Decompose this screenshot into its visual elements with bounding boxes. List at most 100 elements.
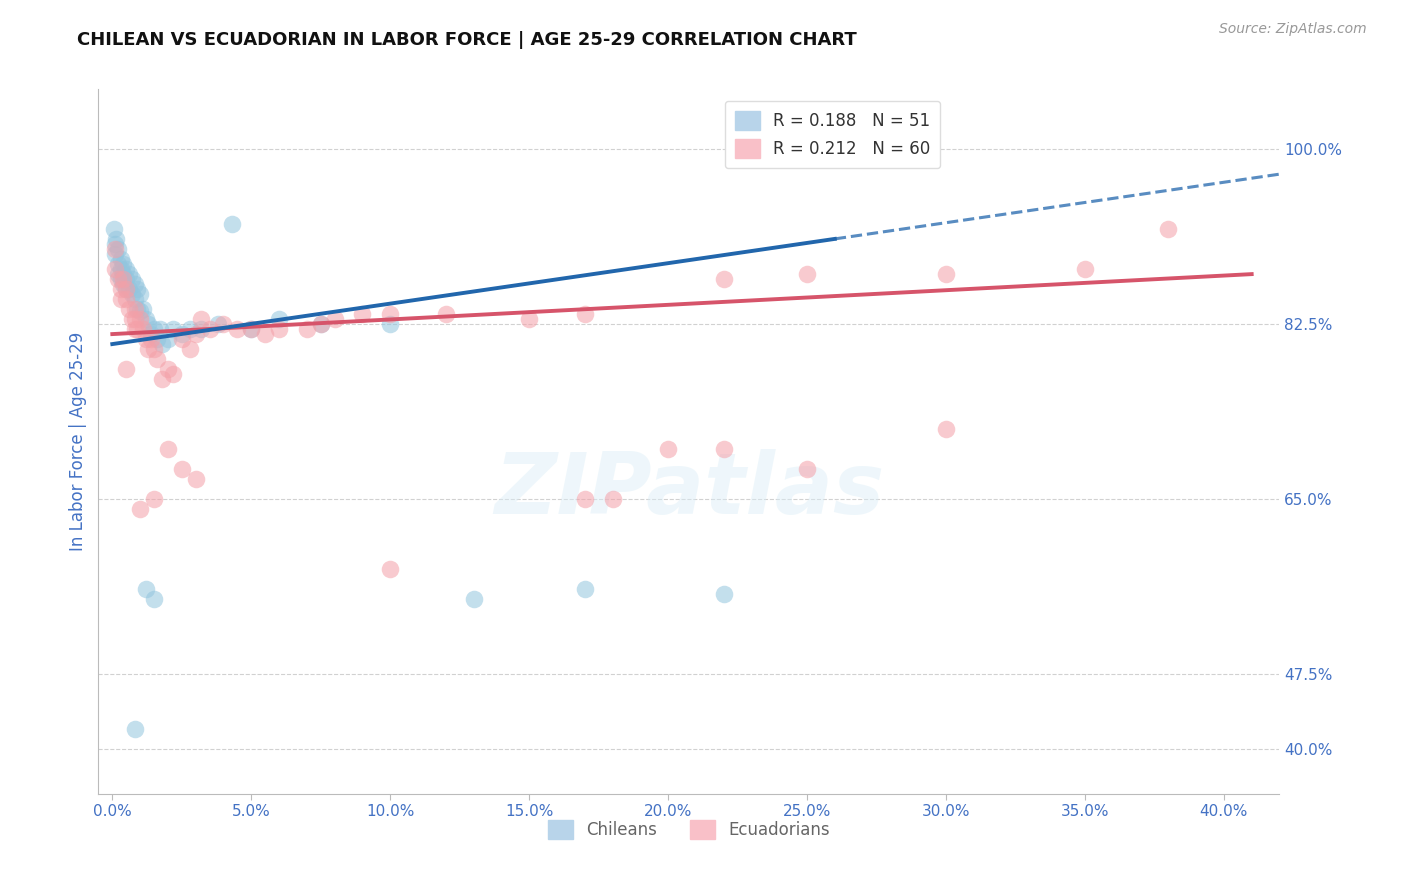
Point (135, 332, 157, 346)
Point (118, 267, 141, 281)
Point (156, 442, 179, 456)
Point (124, 277, 146, 292)
Point (713, 272, 735, 286)
Point (295, 322, 318, 336)
Point (170, 332, 193, 346)
Point (602, 491, 624, 506)
Y-axis label: In Labor Force | Age 25-29: In Labor Force | Age 25-29 (69, 332, 87, 551)
Point (118, 302, 141, 317)
Point (107, 272, 129, 286)
Point (170, 462, 193, 476)
Point (240, 322, 263, 336)
Point (162, 322, 184, 336)
Point (323, 312, 346, 326)
Point (104, 242, 127, 256)
Point (146, 352, 169, 367)
Point (198, 322, 221, 336)
Point (240, 322, 263, 336)
Point (434, 307, 457, 321)
Text: Source: ZipAtlas.com: Source: ZipAtlas.com (1219, 22, 1367, 37)
Point (574, 582, 596, 596)
Point (127, 302, 149, 317)
Point (463, 591, 485, 606)
Point (107, 267, 129, 281)
Point (107, 257, 129, 271)
Point (143, 342, 166, 356)
Point (115, 262, 138, 277)
Point (115, 362, 138, 376)
Point (1074, 262, 1097, 277)
Point (110, 292, 132, 306)
Point (110, 272, 132, 286)
Point (574, 491, 596, 506)
Point (124, 322, 146, 336)
Point (146, 332, 169, 346)
Point (129, 287, 152, 301)
Point (179, 322, 201, 336)
Point (935, 267, 957, 281)
Point (380, 317, 402, 331)
Point (212, 317, 235, 331)
Point (190, 322, 212, 336)
Point (124, 302, 146, 317)
Point (104, 247, 127, 261)
Point (124, 292, 146, 306)
Point (135, 582, 157, 596)
Point (517, 312, 540, 326)
Point (129, 312, 152, 326)
Point (380, 562, 402, 576)
Point (124, 312, 146, 326)
Text: ZIPatlas: ZIPatlas (494, 450, 884, 533)
Point (115, 282, 138, 296)
Point (267, 312, 290, 326)
Point (574, 307, 596, 321)
Point (170, 327, 193, 342)
Point (103, 222, 125, 236)
Point (124, 722, 146, 736)
Point (156, 362, 179, 376)
Point (184, 327, 207, 342)
Point (309, 317, 332, 331)
Point (112, 272, 135, 286)
Point (226, 322, 249, 336)
Text: CHILEAN VS ECUADORIAN IN LABOR FORCE | AGE 25-29 CORRELATION CHART: CHILEAN VS ECUADORIAN IN LABOR FORCE | A… (77, 31, 858, 49)
Point (141, 332, 163, 346)
Point (132, 302, 155, 317)
Point (207, 317, 229, 331)
Point (143, 591, 166, 606)
Point (657, 442, 679, 456)
Point (121, 312, 143, 326)
Point (105, 232, 128, 246)
Point (713, 587, 735, 601)
Point (115, 272, 138, 286)
Legend: Chileans, Ecuadorians: Chileans, Ecuadorians (541, 813, 837, 846)
Point (254, 327, 277, 342)
Point (267, 322, 290, 336)
Point (129, 304, 152, 318)
Point (141, 327, 163, 342)
Point (352, 307, 374, 321)
Point (110, 282, 132, 296)
Point (380, 307, 402, 321)
Point (127, 322, 149, 336)
Point (112, 257, 135, 271)
Point (179, 342, 201, 356)
Point (221, 217, 243, 231)
Point (135, 312, 157, 326)
Point (110, 262, 132, 277)
Point (138, 317, 160, 331)
Point (935, 422, 957, 436)
Point (112, 277, 135, 292)
Point (104, 237, 127, 252)
Point (150, 372, 173, 386)
Point (190, 312, 212, 326)
Point (148, 322, 170, 336)
Point (309, 317, 332, 331)
Point (115, 282, 138, 296)
Point (118, 282, 141, 296)
Point (121, 287, 143, 301)
Point (143, 491, 166, 506)
Point (112, 267, 135, 281)
Point (162, 367, 184, 381)
Point (129, 502, 152, 516)
